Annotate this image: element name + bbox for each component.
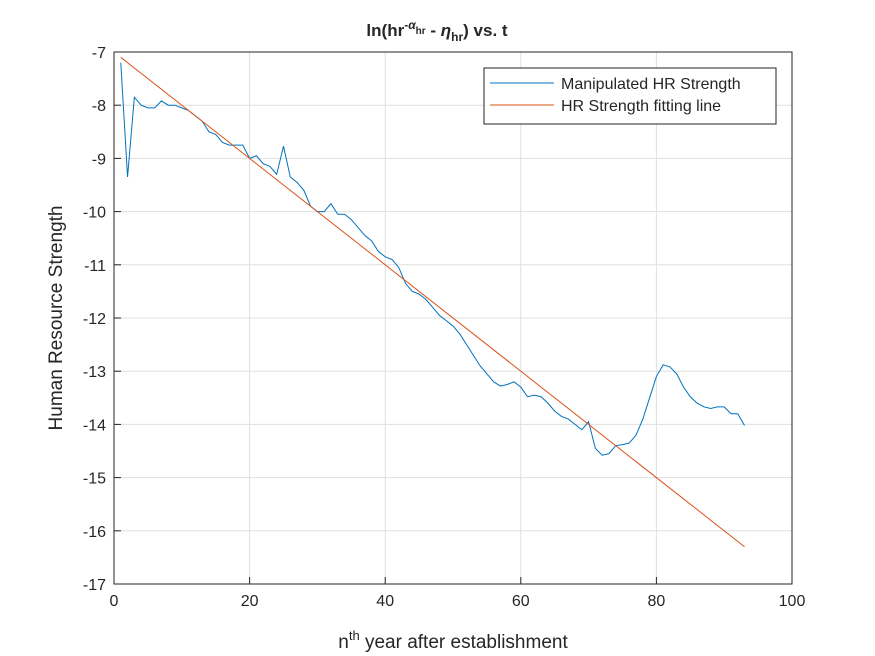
- legend: Manipulated HR Strength HR Strength fitti…: [483, 67, 777, 125]
- title-part: -: [426, 21, 441, 40]
- x-label-part: th: [349, 628, 360, 643]
- x-tick-label: 100: [779, 593, 806, 610]
- x-tick-label: 60: [512, 593, 530, 610]
- x-tick-label: 80: [648, 593, 666, 610]
- plot-area: [120, 56, 745, 548]
- y-tick-label: -9: [92, 151, 106, 168]
- series-line: [120, 62, 745, 456]
- title-part: hr: [451, 30, 463, 44]
- legend-box: [483, 67, 777, 125]
- y-tick-label: -16: [83, 524, 106, 541]
- y-tick-label: -10: [83, 205, 106, 222]
- y-axis-label: Human Resource Strength: [46, 206, 67, 431]
- x-label-part: n: [338, 632, 349, 653]
- legend-label: HR Strength fitting line: [561, 98, 721, 115]
- title-part: α: [408, 18, 416, 32]
- y-tick-label: -17: [83, 577, 106, 594]
- x-label-part: year after establishment: [360, 632, 569, 653]
- x-tick-label: 40: [376, 593, 394, 610]
- title-part: ) vs. t: [463, 21, 508, 40]
- x-axis-label: nth year after establishment: [338, 628, 568, 653]
- y-tick-label: -15: [83, 471, 106, 488]
- grid: [113, 51, 793, 585]
- title-part: -: [404, 18, 408, 32]
- y-tick-label: -12: [83, 311, 106, 328]
- series-line: [120, 56, 745, 548]
- y-tick-label: -8: [92, 98, 106, 115]
- y-tick-label: -14: [83, 417, 106, 434]
- y-tick-label: -11: [84, 258, 106, 275]
- x-tick-label: 0: [110, 593, 119, 610]
- chart-title: ln(hr-αhr - ηhr) vs. t: [366, 18, 507, 44]
- y-tick-label: -7: [92, 45, 106, 62]
- title-part: η: [441, 21, 451, 40]
- title-part: ln(hr: [366, 21, 404, 40]
- x-tick-label: 20: [241, 593, 259, 610]
- y-tick-label: -13: [83, 364, 106, 381]
- legend-label: Manipulated HR Strength: [561, 76, 741, 93]
- title-part: hr: [416, 26, 426, 37]
- ticks: 0 20 40 60 80 100 -17 -16 -15 -14 -13 -12 -11 -10 -9 -8…: [83, 45, 806, 610]
